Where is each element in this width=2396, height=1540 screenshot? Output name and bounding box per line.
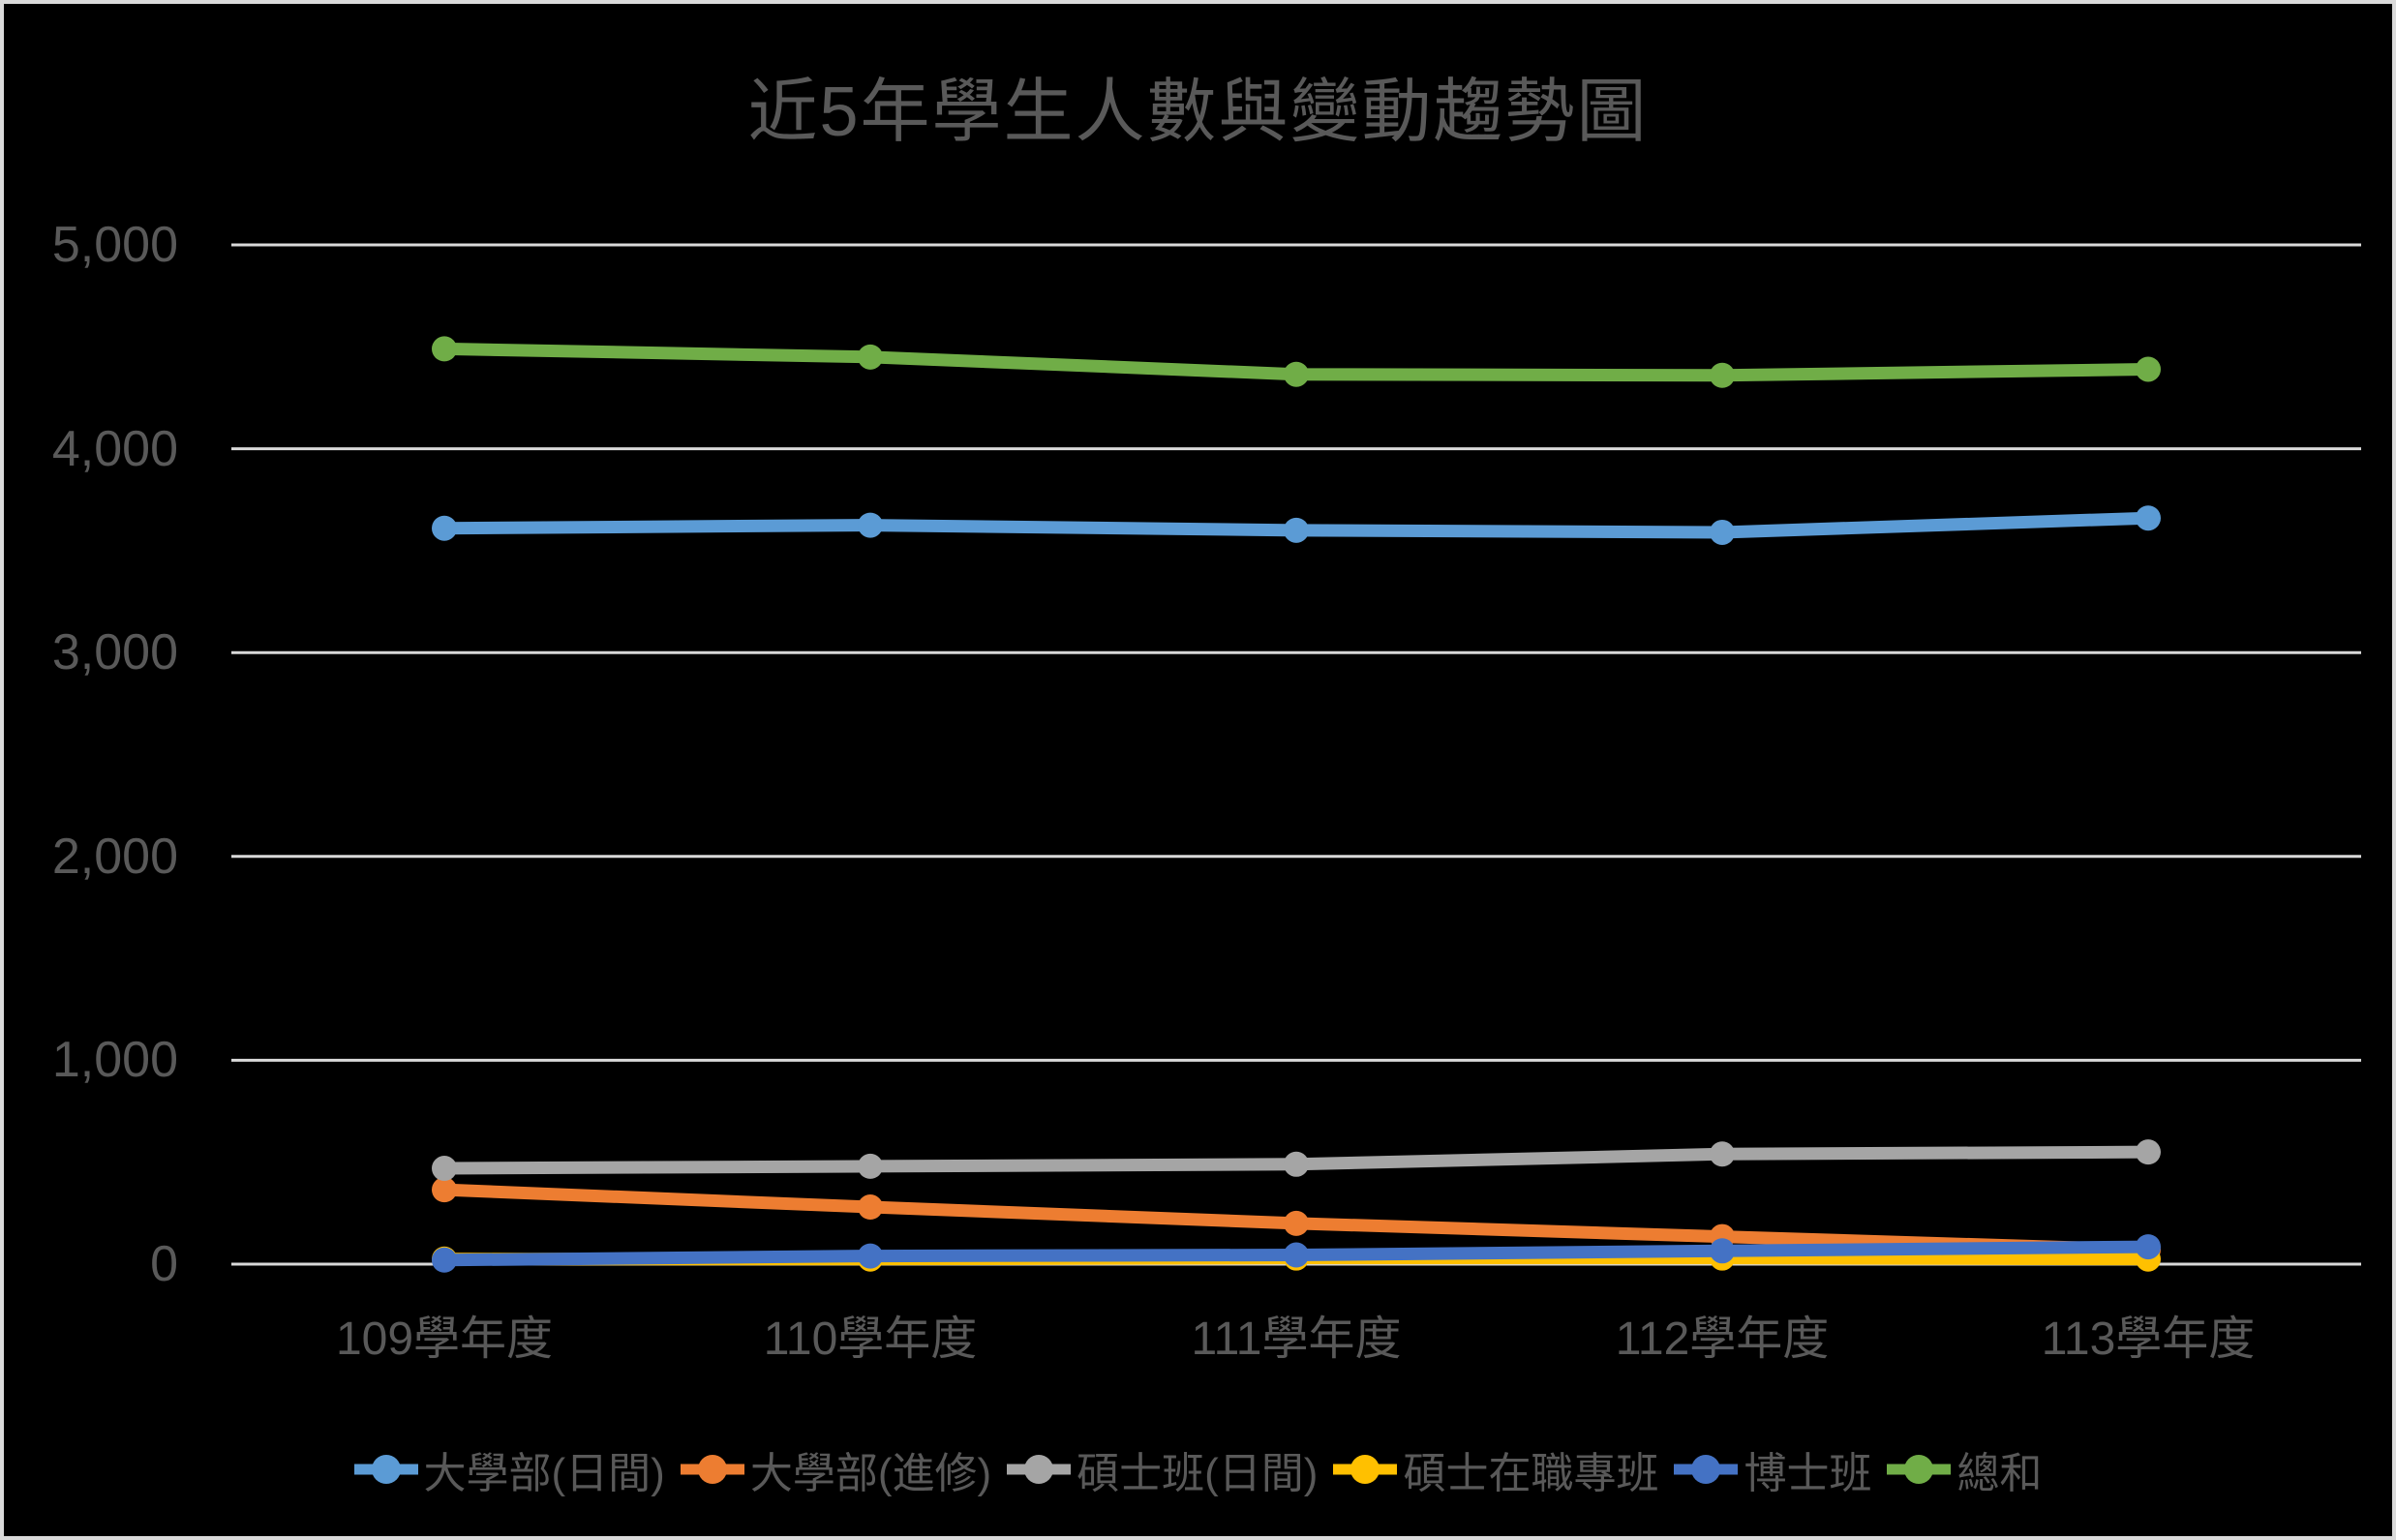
y-axis-tick-label: 2,000 [51, 828, 178, 885]
series-marker [1284, 1210, 1309, 1236]
y-axis-tick-label: 5,000 [51, 217, 178, 273]
series-marker [1284, 1242, 1309, 1268]
series-marker [858, 344, 883, 370]
series-marker [432, 1156, 457, 1182]
plot-area [231, 243, 2361, 1273]
legend-label: 總和 [1956, 1450, 2043, 1497]
chart-title: 近5年學生人數與變動趨勢圖 [747, 74, 1649, 151]
series-marker [858, 512, 883, 538]
series-marker [1710, 362, 1735, 388]
series-marker [432, 336, 457, 362]
series-marker [432, 1247, 457, 1273]
series-marker [858, 1194, 883, 1221]
legend-label: 大學部(日間) [423, 1450, 665, 1497]
y-axis-tick-label: 3,000 [51, 624, 178, 681]
series-marker [1710, 1141, 1735, 1167]
series-marker [432, 1177, 457, 1203]
x-axis-category-label: 111學年度 [1191, 1314, 1402, 1365]
legend-line-marker-icon [353, 1455, 418, 1484]
legend-item: 總和 [1887, 1438, 2042, 1500]
x-axis-category-label: 113學年度 [2041, 1314, 2256, 1365]
legend: 大學部(日間) 大學部(進修) 碩士班(日間) 碩士在職專班 博士班 總和 [4, 1438, 2392, 1500]
series-marker [858, 1243, 883, 1269]
series-marker [1710, 1238, 1735, 1264]
x-axis-category-label: 109學年度 [335, 1314, 554, 1365]
series-marker [2136, 1139, 2161, 1165]
x-axis-category-label: 112學年度 [1615, 1314, 1830, 1365]
legend-label: 碩士在職專班 [1403, 1450, 1659, 1497]
series-marker [1284, 1151, 1309, 1177]
series-marker [2136, 505, 2161, 531]
legend-label: 碩士班(日間) [1077, 1450, 1319, 1497]
x-axis-category-label: 110學年度 [763, 1314, 978, 1365]
legend-label: 大學部(進修) [749, 1450, 992, 1497]
series-marker [1284, 517, 1309, 543]
legend-line-marker-icon [1333, 1455, 1398, 1484]
legend-item: 大學部(進修) [680, 1438, 992, 1500]
legend-line-marker-icon [680, 1455, 744, 1484]
series-marker [1710, 519, 1735, 545]
series-marker [2136, 1234, 2161, 1260]
legend-line-marker-icon [1674, 1455, 1739, 1484]
series-marker [1284, 361, 1309, 387]
legend-item: 大學部(日間) [353, 1438, 665, 1500]
legend-item: 碩士在職專班 [1333, 1438, 1658, 1500]
legend-item: 博士班 [1674, 1438, 1871, 1500]
series-marker [858, 1153, 883, 1179]
legend-line-marker-icon [1007, 1455, 1072, 1484]
legend-line-marker-icon [1887, 1455, 1952, 1484]
legend-item: 碩士班(日間) [1007, 1438, 1318, 1500]
y-axis-tick-label: 0 [150, 1236, 178, 1292]
y-axis-tick-label: 4,000 [51, 420, 178, 477]
legend-label: 博士班 [1744, 1450, 1872, 1497]
series-marker [432, 515, 457, 541]
y-axis-tick-label: 1,000 [51, 1032, 178, 1089]
series-marker [2136, 356, 2161, 382]
